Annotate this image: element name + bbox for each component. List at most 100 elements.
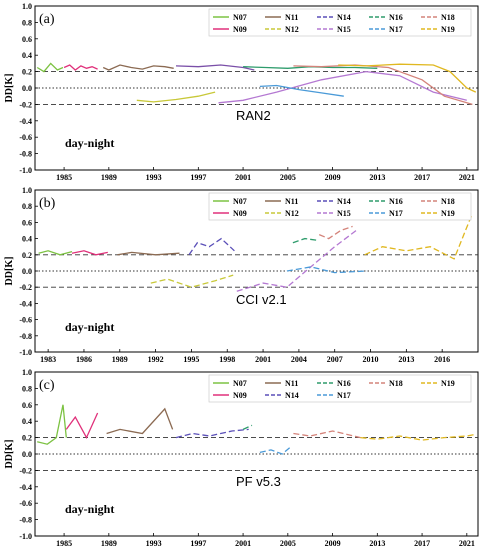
series-line-n19 <box>338 63 477 93</box>
y-tick-label: -0.6 <box>19 133 32 142</box>
x-tick-label: 1992 <box>148 355 164 364</box>
x-tick-label: 1998 <box>219 355 235 364</box>
x-tick-label: 2004 <box>291 355 307 364</box>
legend-entry: N19 <box>441 379 455 388</box>
legend-entry: N16 <box>337 379 351 388</box>
legend-entry: N18 <box>441 197 455 206</box>
x-tick-label: 1995 <box>183 355 199 364</box>
x-tick-label: 1997 <box>190 539 206 548</box>
series-line-n15 <box>236 229 357 292</box>
panel-b: (b) DD[K] day-night CCI v2.1 -1.0 -0.8 -0.… <box>4 186 479 364</box>
y-tick-label: 0.4 <box>22 235 32 244</box>
y-tick-label: 0.2 <box>22 68 32 77</box>
legend-entry: N17 <box>337 391 351 400</box>
panel-c: (c) DD[K] day-night PF v5.3 -1.0 -0.8 -0.6… <box>4 368 479 548</box>
y-tick-label: 1.0 <box>22 186 32 195</box>
x-tick-label: 1983 <box>40 355 56 364</box>
annotation-day-night: day-night <box>65 502 114 516</box>
series-line-n14 <box>188 237 235 256</box>
y-tick-label: 0.2 <box>22 434 32 443</box>
legend-entry: N09 <box>233 25 247 34</box>
series-line-n18 <box>293 64 473 106</box>
y-tick-label: 0.2 <box>22 251 32 260</box>
y-tick-label: -0.4 <box>19 483 32 492</box>
series-line-n18 <box>318 225 353 240</box>
y-tick-label: -1.0 <box>19 532 32 541</box>
legend-entry: N07 <box>233 379 247 388</box>
series-line-n07 <box>37 404 67 445</box>
x-tick-label: 2005 <box>280 539 296 548</box>
series-line-n16 <box>242 424 253 430</box>
x-tick-label: 1997 <box>190 173 206 182</box>
y-tick-label: -0.6 <box>19 316 32 325</box>
series-line-n12 <box>136 91 216 103</box>
series-line-n19 <box>360 433 476 441</box>
series-line-n12 <box>150 274 234 288</box>
y-tick-label: 0.6 <box>22 35 32 44</box>
x-tick-label: 1989 <box>112 355 128 364</box>
series-line-n11 <box>102 64 174 71</box>
x-tick-label: 2021 <box>459 539 475 548</box>
legend-entry: N12 <box>285 25 299 34</box>
y-axis-label: DD[K] <box>4 257 15 286</box>
y-tick-label: 0.8 <box>22 18 32 27</box>
x-tick-label: 1985 <box>56 173 72 182</box>
annotation-day-night: day-night <box>65 320 114 334</box>
y-tick-label: -0.2 <box>19 100 32 109</box>
x-tick-label: 2013 <box>369 173 385 182</box>
x-tick-label: 1986 <box>76 355 92 364</box>
legend-entry: N17 <box>389 25 403 34</box>
y-tick-label: -0.8 <box>19 332 32 341</box>
x-tick-label: 2009 <box>325 173 341 182</box>
panel-label: (c) <box>39 378 55 393</box>
x-tick-label: 1985 <box>56 539 72 548</box>
legend-entry: N09 <box>233 209 247 218</box>
legend-entry: N17 <box>389 209 403 218</box>
y-tick-label: -1.0 <box>19 166 32 175</box>
series-line-n17 <box>286 266 368 274</box>
y-tick-label: 0.0 <box>22 450 32 459</box>
y-tick-label: -0.4 <box>19 299 32 308</box>
x-tick-label: 1993 <box>146 539 162 548</box>
legend-entry: N19 <box>441 209 455 218</box>
series-line-n11 <box>106 407 174 435</box>
legend-box <box>208 8 472 37</box>
y-tick-label: -0.6 <box>19 499 32 508</box>
legend-entry: N15 <box>337 209 351 218</box>
x-tick-label: 2001 <box>255 355 271 364</box>
y-tick-label: 0.0 <box>22 267 32 276</box>
series-line-n14 <box>175 428 249 439</box>
series-line-n17 <box>259 84 344 97</box>
legend-entry: N15 <box>337 25 351 34</box>
product-label: CCI v2.1 <box>236 292 287 307</box>
product-label: PF v5.3 <box>236 474 281 489</box>
y-tick-label: -0.2 <box>19 283 32 292</box>
x-tick-label: 2013 <box>369 539 385 548</box>
panel-a: (a) DD[K] day-night RAN2 -1.0 -0.8 -0.6 -0.… <box>4 2 479 182</box>
panel-label: (a) <box>39 12 55 27</box>
y-axis-label: DD[K] <box>4 440 15 469</box>
x-tick-label: 1989 <box>101 173 117 182</box>
y-axis-label: DD[K] <box>4 74 15 103</box>
legend-entry: N19 <box>441 25 455 34</box>
x-tick-label: 1989 <box>101 539 117 548</box>
y-tick-label: 1.0 <box>22 368 32 377</box>
series-line-n17 <box>259 446 291 455</box>
legend-entry: N09 <box>233 391 247 400</box>
legend-box <box>208 192 472 221</box>
legend-entry: N16 <box>389 197 403 206</box>
x-tick-label: 1993 <box>146 173 162 182</box>
legend-entry: N14 <box>337 13 351 22</box>
series-line-n16 <box>292 237 317 244</box>
product-label: RAN2 <box>236 108 271 123</box>
y-tick-label: 0.4 <box>22 51 32 60</box>
legend-entry: N07 <box>233 13 247 22</box>
y-tick-label: 1.0 <box>22 2 32 11</box>
series-line-n09 <box>71 250 108 256</box>
x-tick-label: 2010 <box>363 355 379 364</box>
legend-entry: N11 <box>285 379 298 388</box>
x-tick-label: 2001 <box>235 173 251 182</box>
legend-entry: N18 <box>389 379 403 388</box>
series-line-n07 <box>38 250 73 256</box>
